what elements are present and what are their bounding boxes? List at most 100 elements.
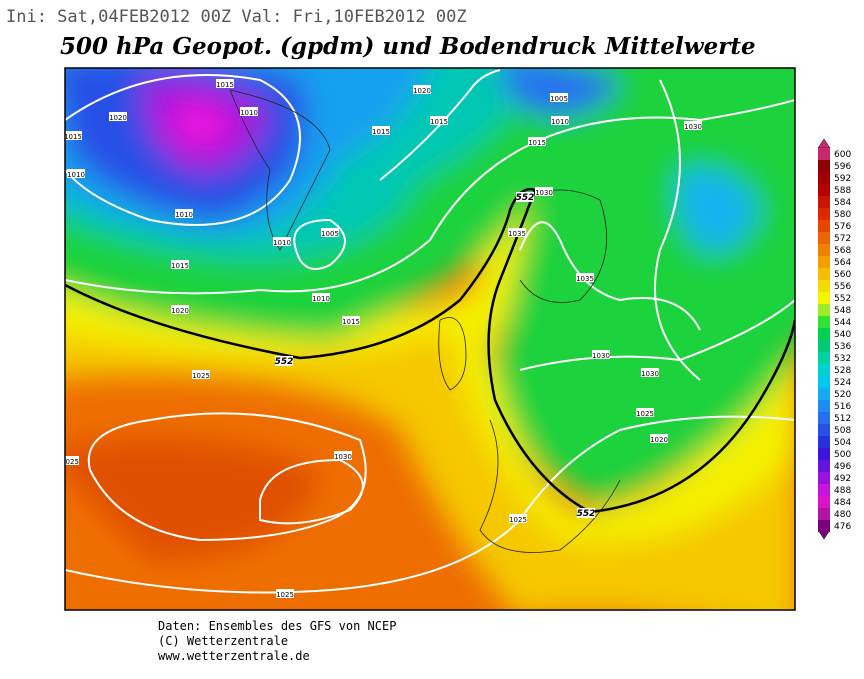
- height-label: 552: [577, 509, 596, 519]
- isobar-label: 1020: [413, 87, 431, 95]
- colorbar-cell: [818, 376, 830, 388]
- colorbar-label: 600: [834, 150, 851, 160]
- height-label: 552: [275, 357, 294, 367]
- colorbar-label: 540: [834, 330, 851, 340]
- colorbar-cell: [818, 364, 830, 376]
- colorbar-cell: [818, 292, 830, 304]
- colorbar-label: 504: [834, 438, 851, 448]
- footer-source: Daten: Ensembles des GFS von NCEP: [158, 619, 396, 633]
- isobar-label-bg: [430, 116, 448, 125]
- isobar-label-bg: [576, 273, 594, 282]
- colorbar-label: 532: [834, 354, 851, 364]
- colorbar-cell: [818, 448, 830, 460]
- isobar-label: 1030: [334, 453, 352, 461]
- isobar-label: 1010: [240, 109, 258, 117]
- isobar-label-bg: [240, 107, 258, 116]
- isobar-label: 1010: [175, 211, 193, 219]
- colorbar-cell: [818, 484, 830, 496]
- isobar-label: 1025: [636, 410, 654, 418]
- height-label-bg: [577, 508, 595, 518]
- colorbar-label: 560: [834, 270, 851, 280]
- colorbar-cell: [818, 424, 830, 436]
- colorbar-label: 536: [834, 342, 851, 352]
- colorbar-cell: [818, 160, 830, 172]
- coastlines: [229, 89, 621, 553]
- isobar-label-bg: [171, 305, 189, 314]
- colorbar-cell: [818, 148, 830, 160]
- isobar-label-bg: [65, 456, 79, 465]
- isobar-label: 1015: [372, 128, 390, 136]
- isobar-label: 1035: [508, 230, 526, 238]
- colorbar-cell: [818, 340, 830, 352]
- colorbar-label: 492: [834, 474, 851, 484]
- colorbar-label: 552: [834, 294, 851, 304]
- colorbar-label: 520: [834, 390, 851, 400]
- isobar-label-bg: [321, 228, 339, 237]
- height-label-bg: [516, 192, 534, 202]
- isobar-label-bg: [535, 187, 553, 196]
- footer-copyright: (C) Wetterzentrale: [158, 634, 288, 648]
- isobar-label: 1015: [430, 118, 448, 126]
- isobar-label-bg: [684, 121, 702, 130]
- isobar-label-bg: [508, 228, 526, 237]
- colorbar-cell: [818, 388, 830, 400]
- colorbar-cap: [817, 138, 831, 149]
- isobar-label: 1035: [576, 275, 594, 283]
- colorbar-label: 584: [834, 198, 851, 208]
- colorbar-label: 500: [834, 450, 851, 460]
- colorbar-label: 592: [834, 174, 851, 184]
- map-title: 500 hPa Geopot. (gpdm) und Bodendruck Mi…: [60, 33, 756, 60]
- colorbar-label: 580: [834, 210, 851, 220]
- colorbar-cell: [818, 316, 830, 328]
- colorbar-cell: [818, 520, 830, 532]
- colorbar-label: 544: [834, 318, 851, 328]
- isobar-label: 1020: [109, 114, 127, 122]
- colorbar-cell: [818, 256, 830, 268]
- isobar-label-bg: [192, 370, 210, 379]
- colorbar-cell: [818, 412, 830, 424]
- isobar-label-bg: [65, 131, 82, 140]
- isobar-label: 1010: [273, 239, 291, 247]
- isobar-label-bg: [413, 85, 431, 94]
- colorbar-label: 556: [834, 282, 851, 292]
- isobars: [65, 69, 795, 594]
- run-info: Ini: Sat,04FEB2012 00Z Val: Fri,10FEB201…: [6, 7, 467, 27]
- isobar-label: 1030: [684, 123, 702, 131]
- isobar-label-bg: [551, 116, 569, 125]
- colorbar-label: 512: [834, 414, 851, 424]
- colorbar-cell: [818, 184, 830, 196]
- isobar-label: 1010: [67, 171, 85, 179]
- isobar-label-bg: [109, 112, 127, 121]
- map-area: 1015 1010 1020 1015 1010 1010 1010 1005 1015 1020…: [65, 68, 795, 610]
- colorbar-label: 588: [834, 186, 851, 196]
- isobar-label: 1030: [592, 352, 610, 360]
- colorbar-cell: [818, 208, 830, 220]
- colorbar-label: 568: [834, 246, 851, 256]
- colorbar-cell: [818, 508, 830, 520]
- colorbar-cell: [818, 436, 830, 448]
- colorbar-label: 508: [834, 426, 851, 436]
- isobar-label-bg: [216, 79, 234, 88]
- height-contour-552: [65, 187, 795, 514]
- colorbar-label: 480: [834, 510, 851, 520]
- colorbar-label: 496: [834, 462, 851, 472]
- isobar-label: 1030: [535, 189, 553, 197]
- isobar-label-bg: [372, 126, 390, 135]
- isobar-label: 1020: [171, 307, 189, 315]
- colorbar-label: 596: [834, 162, 851, 172]
- isobar-label: 1015: [528, 139, 546, 147]
- colorbar-cell: [818, 496, 830, 508]
- map-frame: [64, 67, 796, 611]
- isobar-label: 1025: [276, 591, 294, 599]
- isobar-label-bg: [342, 316, 360, 325]
- isobar-label-bg: [636, 408, 654, 417]
- isobar-label: 1020: [650, 436, 668, 444]
- colorbar-cell: [818, 352, 830, 364]
- isobar-label: 1010: [312, 295, 330, 303]
- colorbar-cell: [818, 232, 830, 244]
- isobar-label-bg: [67, 169, 85, 178]
- isobar-label: 1025: [192, 372, 210, 380]
- colorbar-cell: [818, 244, 830, 256]
- isobar-label-bg: [592, 350, 610, 359]
